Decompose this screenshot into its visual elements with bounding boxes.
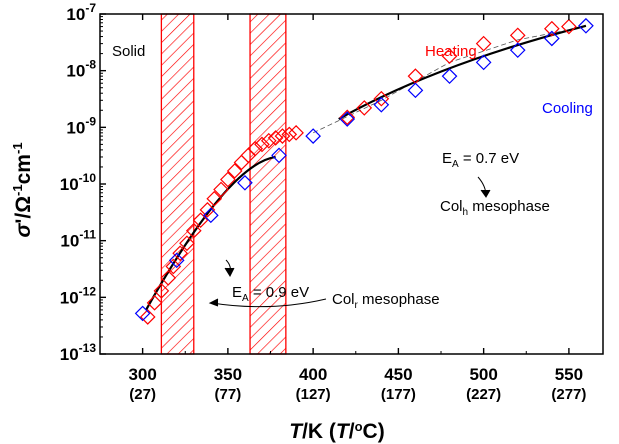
- y-tick-label: 10-8: [66, 58, 96, 81]
- heating-point: [561, 18, 577, 35]
- y-tick-label: 10-12: [60, 284, 97, 307]
- x-tick-label: 500: [469, 365, 497, 384]
- y-tick-label: 10-9: [66, 114, 96, 137]
- x-tick-label: 350: [214, 365, 242, 384]
- cooling-point: [407, 82, 424, 99]
- arrow-colr-mesophase: [211, 298, 327, 308]
- cooling-point: [475, 54, 492, 71]
- x-axis-title: T/K (T/oC): [289, 419, 384, 443]
- fit-lines-layer: [145, 24, 587, 311]
- y-tick-label: 10-10: [60, 171, 97, 194]
- fit-line-2: [338, 24, 587, 121]
- cooling-point: [373, 96, 390, 113]
- heating-point: [172, 245, 188, 262]
- y-tick-label: 10-13: [60, 341, 97, 364]
- cooling-label: Cooling: [542, 100, 593, 117]
- cooling-point: [168, 252, 185, 269]
- cooling-point: [339, 111, 356, 127]
- cooling-point: [271, 147, 287, 164]
- x-tick-label: 300: [128, 365, 156, 384]
- cooling-point: [134, 305, 151, 322]
- cooling-point: [441, 68, 458, 85]
- ea-0.9-label: EA = 0.9 eV: [232, 284, 309, 304]
- solid-label: Solid: [112, 43, 145, 60]
- heating-point: [192, 212, 209, 229]
- colr-mesophase-label: Colr mesophase: [332, 291, 440, 311]
- phase-transition-regions: [160, 13, 287, 355]
- y-tick-label: 10-11: [60, 228, 96, 251]
- heating-point: [179, 235, 195, 252]
- heating-point: [288, 124, 304, 141]
- annotation-arrows: [208, 176, 491, 308]
- x-tick-celsius-label: (127): [296, 386, 331, 403]
- heating-point: [274, 128, 291, 144]
- heating-point: [254, 136, 270, 153]
- data-points-layer: [134, 17, 594, 325]
- x-tick-celsius-label: (177): [381, 386, 416, 403]
- heating-point: [475, 35, 492, 52]
- heating-point: [260, 132, 277, 149]
- ea-0.7-label: EA = 0.7 eV: [442, 150, 519, 170]
- x-tick-label: 450: [384, 365, 412, 384]
- cooling-point: [202, 207, 219, 224]
- heating-point: [199, 201, 216, 218]
- cooling-point: [578, 17, 594, 34]
- axis-ticks: 300 (27) 350 (77) 400 (127) 450 (177) 500 (227) 55…: [60, 1, 587, 403]
- heating-point: [165, 258, 182, 275]
- cooling-point: [305, 128, 321, 144]
- arrow-colr-mesophase-head: [208, 298, 219, 307]
- arrow-ea-0.9-head: [224, 267, 235, 278]
- heating-point: [233, 154, 250, 171]
- heating-point: [220, 171, 236, 188]
- heating-point: [441, 48, 458, 65]
- heating-point: [247, 140, 264, 157]
- heating-point: [339, 109, 356, 126]
- heating-label: Heating: [425, 43, 477, 60]
- y-tick-label: 10-7: [66, 1, 96, 24]
- heating-point: [153, 283, 170, 299]
- x-tick-celsius-label: (277): [551, 386, 586, 403]
- heating-point: [185, 222, 202, 239]
- x-tick-celsius-label: (27): [129, 386, 156, 403]
- x-tick-celsius-label: (227): [466, 386, 501, 403]
- colh-mesophase-label: Colh mesophase: [440, 198, 550, 218]
- heating-point: [267, 130, 284, 146]
- cooling-point: [509, 42, 526, 59]
- fit-line-1: [145, 155, 276, 311]
- arrow-ea-0.7-head: [480, 189, 491, 198]
- heating-point: [356, 100, 373, 116]
- heating-point: [139, 309, 156, 325]
- x-tick-label: 400: [299, 365, 327, 384]
- cooling-point: [543, 30, 560, 47]
- x-tick-label: 550: [555, 365, 583, 384]
- heating-point: [281, 126, 298, 143]
- hatched-region-2: [249, 13, 287, 355]
- heating-point: [373, 90, 390, 107]
- y-axis-title: σ'/Ω-1cm-1: [10, 142, 35, 237]
- heating-point: [146, 294, 163, 311]
- x-tick-celsius-label: (77): [215, 386, 242, 403]
- cooling-point: [237, 174, 253, 191]
- hatched-region-1: [160, 13, 195, 355]
- heating-point: [226, 163, 243, 179]
- heating-point: [206, 190, 223, 207]
- heating-point: [213, 181, 229, 198]
- heating-point: [543, 20, 560, 37]
- heating-point: [160, 270, 177, 286]
